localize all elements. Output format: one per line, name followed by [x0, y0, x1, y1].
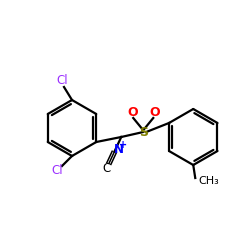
Text: O: O [127, 106, 138, 118]
Text: C: C [102, 162, 111, 175]
Text: +: + [120, 140, 128, 149]
Text: Cl: Cl [56, 74, 68, 86]
Text: N: N [114, 143, 124, 156]
Text: Cl: Cl [51, 164, 63, 177]
Text: O: O [149, 106, 160, 118]
Text: CH₃: CH₃ [199, 176, 220, 186]
Text: S: S [139, 126, 148, 138]
